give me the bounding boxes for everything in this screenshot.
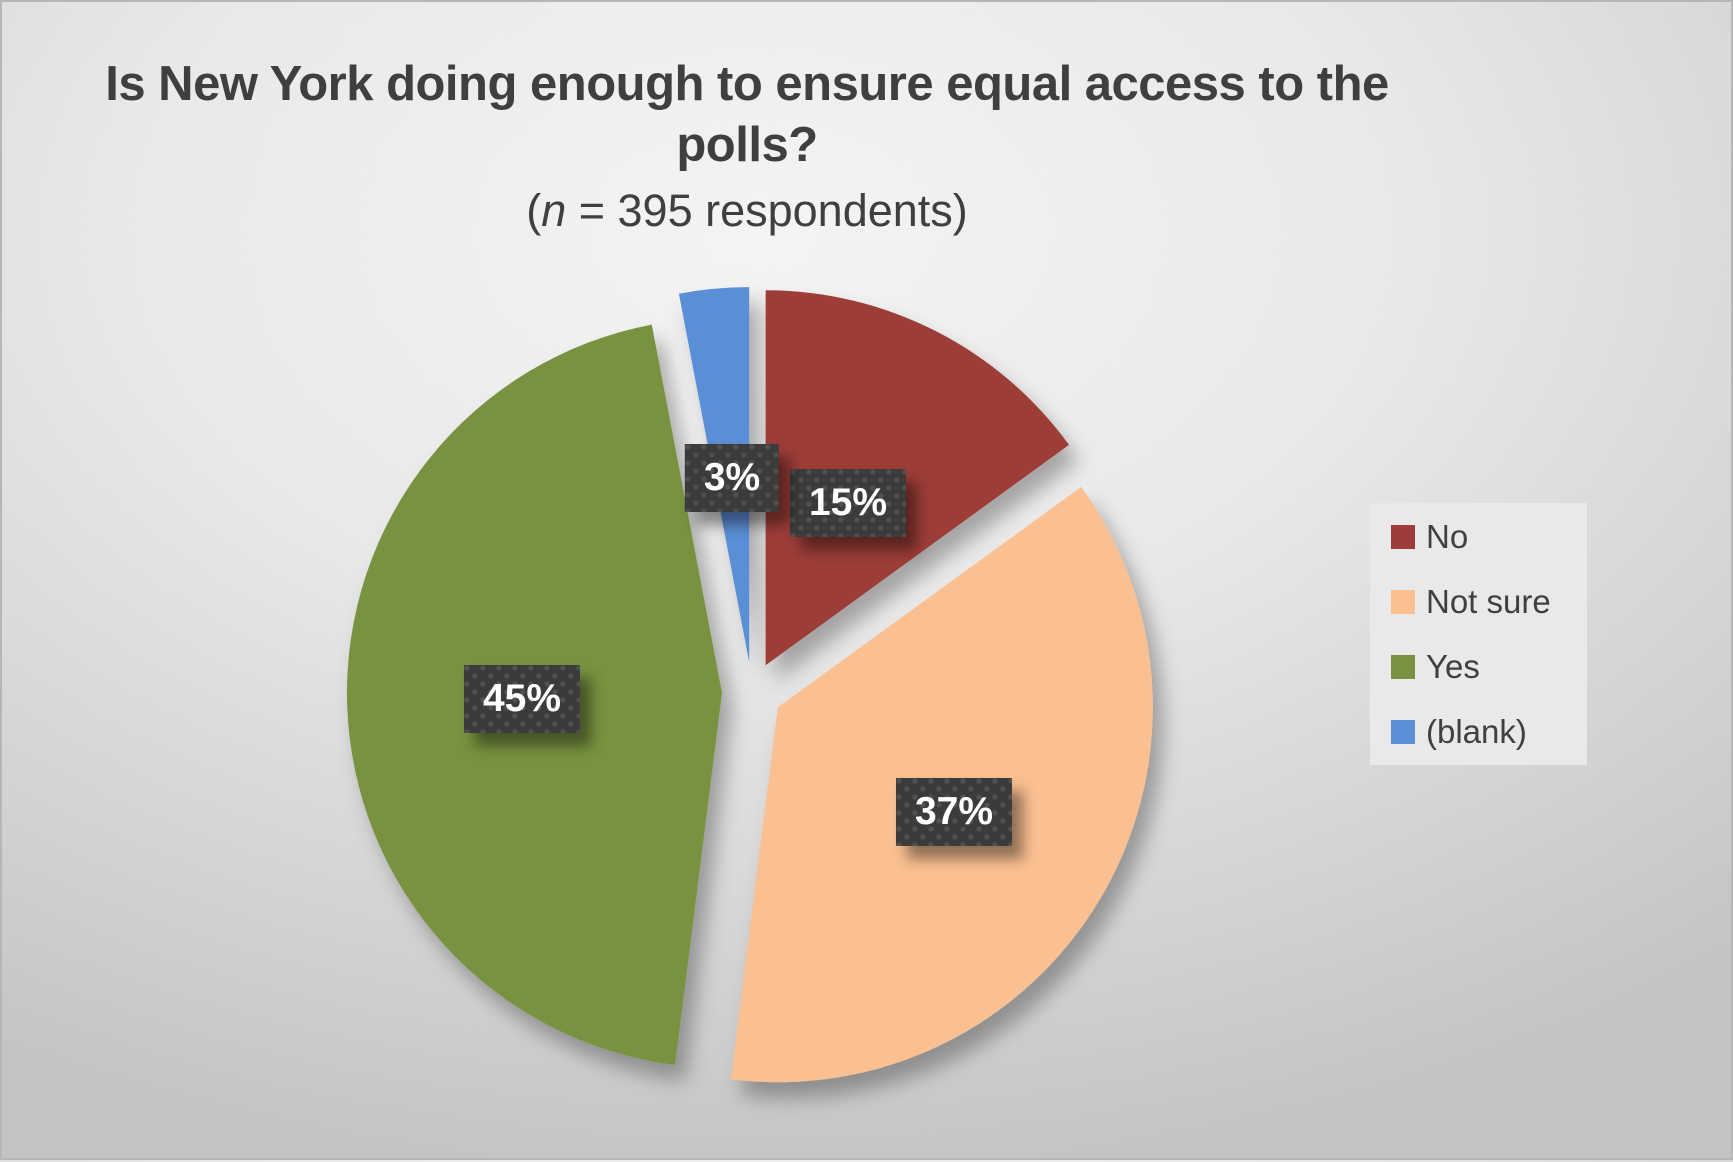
legend: No Not sure Yes (blank) (1370, 503, 1587, 765)
subtitle-n-variable: n (541, 185, 567, 236)
legend-label-yes: Yes (1426, 648, 1480, 685)
data-label-blank: 3% (685, 444, 779, 512)
pie-slice-no (765, 290, 1069, 666)
data-label-no: 15% (790, 469, 906, 537)
chart-subtitle: (n = 395 respondents) (102, 183, 1392, 239)
subtitle-open-paren: ( (526, 185, 542, 236)
legend-swatch-no (1391, 524, 1415, 549)
chart-title: Is New York doing enough to ensure equal… (102, 54, 1392, 239)
legend-item-not-sure: Not sure (1391, 569, 1587, 634)
legend-swatch-blank (1391, 719, 1415, 744)
data-label-not-sure: 37% (896, 778, 1012, 846)
legend-item-yes: Yes (1391, 634, 1587, 699)
legend-item-no: No (1391, 504, 1587, 569)
legend-swatch-yes (1391, 654, 1415, 679)
data-label-yes: 45% (464, 665, 580, 733)
subtitle-rest: = 395 respondents) (566, 185, 968, 236)
title-line-2: polls? (676, 118, 818, 172)
pie-slice-not-sure (730, 486, 1153, 1083)
legend-label-blank: (blank) (1426, 713, 1527, 750)
title-line-1: Is New York doing enough to ensure equal… (105, 57, 1389, 111)
legend-label-not-sure: Not sure (1426, 583, 1551, 620)
legend-item-blank: (blank) (1391, 699, 1587, 764)
legend-swatch-not-sure (1391, 589, 1415, 614)
legend-label-no: No (1426, 518, 1469, 555)
